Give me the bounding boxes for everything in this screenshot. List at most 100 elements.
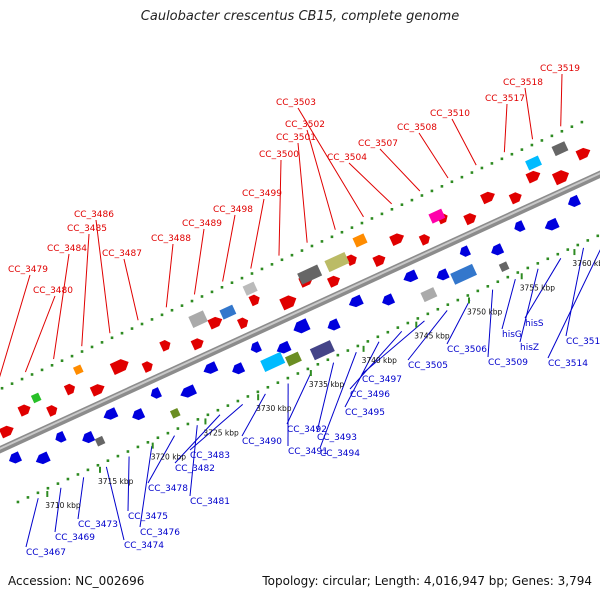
guide-dot: [376, 335, 380, 339]
reverse-dotted-guide: [16, 234, 600, 504]
gene-label-reverse: CC_3495: [345, 408, 385, 418]
guide-dot: [560, 129, 564, 133]
scale-tick-label: 3715 kbp: [98, 477, 134, 486]
guide-dot: [60, 359, 64, 363]
guide-dot: [196, 418, 200, 421]
guide-dot: [406, 321, 410, 325]
guide-dot: [416, 317, 420, 320]
reverse-gene: [420, 287, 438, 303]
guide-dot: [556, 252, 560, 256]
label-leader-line: [407, 310, 448, 361]
reverse-gene: [169, 407, 181, 419]
guide-dot: [360, 221, 364, 225]
guide-dot: [450, 180, 454, 184]
forward-gene: [141, 361, 153, 373]
scale-tick-label: 3725 kbp: [203, 428, 239, 437]
label-leader-line: [123, 258, 139, 321]
scale-tick-label: 3730 kbp: [256, 404, 292, 413]
guide-dot: [10, 382, 14, 385]
gene-label-forward: CC_3503: [276, 98, 316, 108]
reverse-gene-body: [403, 269, 419, 283]
gene-label-reverse: CC_3467: [26, 548, 66, 558]
reverse-gene-body: [450, 263, 478, 285]
forward-gene: [525, 155, 542, 171]
guide-dot: [256, 390, 260, 394]
reverse-gene-body: [55, 430, 67, 443]
guide-dot: [266, 385, 270, 389]
forward-gene-body: [242, 281, 258, 296]
gene-label-forward: CC_3486: [74, 210, 114, 220]
gene-label-forward: CC_3484: [47, 244, 87, 254]
guide-dot: [540, 139, 544, 142]
guide-dot: [200, 295, 204, 298]
forward-gene-body: [279, 295, 297, 311]
guide-dot: [116, 454, 120, 458]
guide-dot: [90, 345, 94, 349]
label-leader-line: [349, 330, 403, 390]
guide-dot: [466, 294, 470, 297]
guide-dot: [326, 358, 330, 362]
guide-dot: [346, 349, 350, 352]
guide-dot: [66, 477, 70, 481]
label-leader-lines: [0, 73, 600, 548]
label-leader-line: [547, 249, 600, 359]
guide-dot: [260, 267, 264, 271]
reverse-gene-body: [491, 243, 505, 256]
label-leader-line: [524, 258, 562, 319]
gene-label-forward: CC_3502: [285, 120, 325, 130]
guide-dot: [440, 185, 444, 188]
guide-dot: [50, 364, 54, 367]
forward-gene: [480, 191, 495, 205]
forward-gene: [326, 275, 340, 288]
forward-gene-body: [345, 254, 357, 267]
gene-label-forward: CC_3517: [485, 94, 525, 104]
guide-dot: [550, 134, 554, 138]
guide-dot: [140, 322, 144, 326]
genome-backbone: [0, 170, 600, 454]
forward-gene: [46, 405, 58, 417]
forward-gene-body: [326, 275, 340, 288]
forward-gene-body: [551, 141, 569, 157]
forward-gene: [0, 425, 14, 439]
guide-dot: [536, 262, 540, 265]
reverse-gene-body: [498, 261, 510, 273]
guide-dot: [426, 312, 430, 316]
reverse-gene: [567, 194, 581, 207]
guide-dot: [176, 427, 180, 430]
forward-gene: [324, 251, 350, 273]
forward-gene-body: [17, 404, 31, 417]
reverse-gene: [309, 340, 335, 361]
reverse-gene-body: [293, 318, 311, 334]
forward-gene: [248, 294, 260, 307]
label-leader-line: [297, 107, 364, 218]
gene-label-forward: CC_3508: [397, 123, 437, 133]
reverse-gene-body: [232, 362, 246, 375]
reverse-gene-body: [260, 351, 286, 372]
gene-label-reverse: CC_3469: [55, 533, 95, 543]
guide-dot: [30, 373, 34, 376]
forward-gene: [72, 364, 84, 376]
guide-dot: [330, 235, 334, 239]
label-leader-line: [297, 142, 308, 243]
guide-dot: [286, 376, 290, 380]
gene-label-reverse: hisZ: [520, 343, 539, 353]
reverse-gene: [327, 318, 341, 331]
forward-gene-body: [46, 405, 58, 417]
gene-label-reverse: CC_3473: [78, 520, 118, 530]
label-leader-line: [348, 162, 393, 205]
guide-dot: [400, 203, 404, 206]
forward-gene-body: [141, 361, 153, 373]
guide-dot: [526, 266, 530, 270]
forward-gene: [17, 404, 31, 417]
guide-dot: [306, 367, 310, 371]
forward-gene-body: [389, 233, 405, 247]
reverse-gene: [403, 269, 419, 283]
guide-dot: [180, 304, 184, 307]
forward-gene-body: [480, 191, 495, 205]
gene-label-reverse: CC_3506: [447, 345, 487, 355]
label-leader-line: [418, 132, 449, 179]
forward-gene: [463, 213, 477, 226]
reverse-gene-body: [436, 268, 450, 281]
label-leader-line: [139, 445, 153, 528]
